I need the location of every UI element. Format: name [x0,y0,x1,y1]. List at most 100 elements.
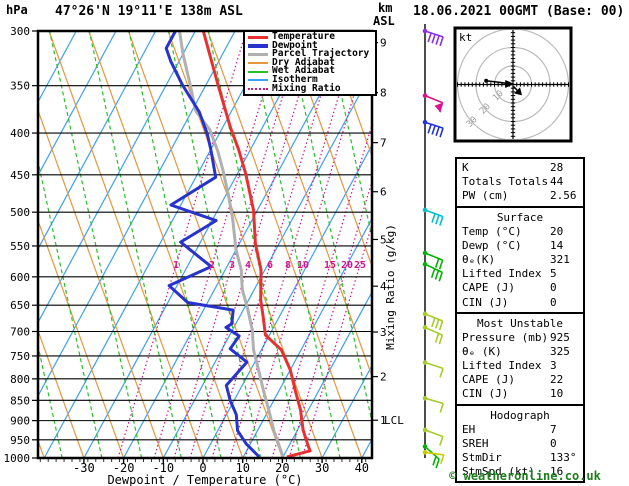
row-label: SREH [462,436,489,450]
svg-text:350: 350 [10,80,30,93]
row-value: 321 [550,252,570,266]
date-title: 18.06.2021 00GMT (Base: 00) [413,4,625,19]
km-axis-unit-label: km [378,1,393,15]
row-label: CIN (J) [462,387,509,401]
row-label: PW (cm) [462,189,509,203]
svg-text:6: 6 [380,186,387,199]
mixing-ratio-value-label: 10 [297,260,309,271]
series-dewpoint [164,31,261,458]
row-value: 20 [550,224,564,238]
legend-item: Temperature [248,32,375,42]
table-row: StmDir 133° [457,451,583,465]
lcl-marker-label: LCL [384,414,404,427]
svg-text:10: 10 [235,461,249,475]
table-row: θₑ(K) 321 [457,253,583,267]
legend-item: Wet Adiabat [248,66,375,76]
row-label: Dewp (°C) [462,238,522,252]
svg-text:8: 8 [380,87,387,100]
row-label: EH [462,422,476,436]
legend-item: Mixing Ratio [248,84,375,94]
row-label: Pressure (mb) [462,330,549,344]
wind-barb [422,28,444,47]
legend-swatch-dewpoint [248,44,268,48]
svg-text:600: 600 [10,271,30,284]
row-value: 44 [550,175,564,189]
legend-label: Isotherm [272,73,318,85]
legend-label: Dry Adiabat [272,56,335,68]
svg-text:40: 40 [355,461,369,475]
row-value: 325 [550,344,570,358]
svg-text:800: 800 [10,373,30,386]
mixing-ratio-axis-label: Mixing Ratio (g/kg) [384,224,397,350]
row-label: K [462,161,469,174]
row-label: Totals Totals [462,175,549,189]
svg-text:20: 20 [275,461,289,475]
svg-text:9: 9 [380,37,387,50]
copyright-credit: © weatheronline.co.uk [449,469,601,483]
table-row: Pressure (mb) 925 [457,331,583,345]
svg-text:1000: 1000 [4,452,31,465]
svg-text:400: 400 [10,127,30,140]
wind-barb [422,444,440,469]
table-row: Totals Totals 44 [457,175,583,189]
plot-background: 1 2 3 4 6 8 10 15 20 25 [38,31,372,458]
asl-axis-unit-label: ASL [373,14,395,28]
mixing-ratio-value-label: 15 [324,260,336,271]
row-label: CAPE (J) [462,373,515,387]
row-value: 28 [550,161,564,174]
legend-swatch-isotherm [248,79,268,82]
legend-label: Parcel Trajectory [272,48,370,60]
svg-text:-20: -20 [113,461,135,475]
svg-text:3: 3 [380,326,387,339]
plot-border [36,29,374,460]
wind-barb [422,325,444,345]
row-value: 5 [550,267,557,281]
svg-text:900: 900 [10,415,30,428]
table-row: SREH 0 [457,437,583,451]
row-label: Lifted Index [462,359,542,373]
svg-text:0: 0 [199,461,206,475]
row-label: CIN (J) [462,295,509,309]
wind-barb [422,395,445,413]
pressure-axis: 300 350 400 450 500 550 600 650 700 750 800 850 900 9… [4,25,38,465]
legend-swatch-dry-adiabat [248,62,268,65]
table-row: EH 7 [457,423,583,437]
wind-barb-column [422,24,445,469]
table-row: Lifted Index 3 [457,359,583,373]
legend-item: Dewpoint [248,41,375,51]
table-row: Dewp (°C) 14 [457,239,583,253]
svg-text:650: 650 [10,299,30,312]
svg-text:-30: -30 [73,461,95,475]
row-label: StmSpd (kt) [462,465,535,479]
x-axis-label: Dewpoint / Temperature (°C) [107,473,303,486]
wind-barb [422,311,444,331]
table-row: K 28 [457,161,583,175]
panel-box-header: Surface [496,210,544,224]
pressure-unit-label: hPa [6,3,28,17]
table-row: CIN (J) 0 [457,296,583,310]
panel-box-surface: Surface Temp (°C) 20 Dewp (°C) 14 θₑ(K) 321 Lif… [455,205,585,314]
svg-text:300: 300 [10,25,30,38]
legend-item: Parcel Trajectory [248,48,375,60]
row-value: 14 [550,238,564,252]
indices-panel: K 28 Totals Totals 44 PW (cm) 2.56 Surface Temp… [455,157,585,484]
svg-text:750: 750 [10,350,30,363]
wind-barb [422,427,444,446]
legend-swatch-parcel-trajectory [248,52,268,57]
mixing-ratio-value-label: 8 [285,260,291,271]
svg-text:950: 950 [10,434,30,447]
series-parcel-trajectory [178,31,285,458]
table-row: CAPE (J) 0 [457,281,583,295]
table-row: CAPE (J) 22 [457,373,583,387]
table-row: PW (cm) 2.56 [457,189,583,203]
wind-barb [422,250,444,270]
mixing-ratio-value-label: 6 [267,260,273,271]
row-label: Lifted Index [462,267,542,281]
panel-box-most-unstable: Most Unstable Pressure (mb) 925 θₑ (K) 325 Li… [455,311,585,406]
legend-item: Dry Adiabat [248,56,375,68]
mixing-ratio-value-label: 4 [245,260,251,271]
row-value: 7 [550,422,557,436]
series-temperature [201,31,312,458]
